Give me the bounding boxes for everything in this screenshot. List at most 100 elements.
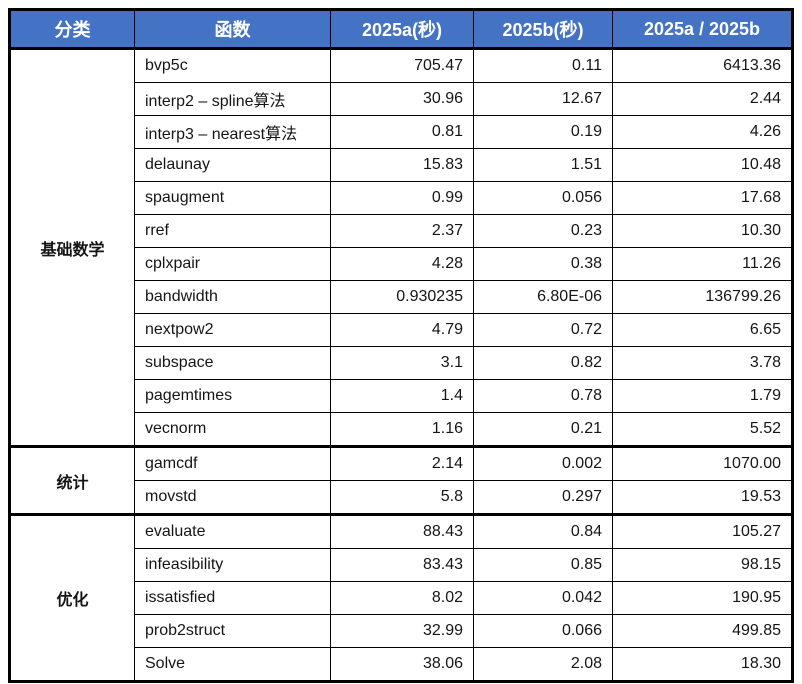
ratio-cell: 11.26 [612, 247, 793, 281]
function-cell: evaluate [134, 513, 331, 549]
ratio-cell: 5.52 [612, 412, 793, 447]
table-row: 基础数学 bvp5c 705.47 0.11 6413.36 [9, 48, 793, 447]
time-2025a-cell: 2.37 [330, 214, 474, 248]
function-cell: movstd [134, 480, 331, 515]
category-cell: 优化 [9, 513, 135, 682]
time-2025b-cell: 0.21 [473, 412, 613, 447]
table-row: interp3 – nearest算法 0.81 0.19 4.26 [10, 115, 793, 149]
time-2025a-cell: 38.06 [330, 647, 474, 682]
column-header-2025b: 2025b(秒) [473, 9, 613, 50]
performance-table-container: 分类 函数 2025a(秒) 2025b(秒) 2025a / 2025b 基础… [8, 8, 794, 683]
function-cell: rref [134, 214, 331, 248]
time-2025a-cell: 1.16 [330, 412, 474, 447]
function-cell: issatisfied [134, 581, 331, 615]
ratio-cell: 10.48 [612, 148, 793, 182]
table-row: bandwidth 0.930235 6.80E-06 136799.26 [10, 280, 793, 314]
column-header-2025a: 2025a(秒) [330, 9, 474, 50]
time-2025a-cell: 32.99 [330, 614, 474, 648]
table-row: 优化 evaluate 88.43 0.84 105.27 [9, 513, 793, 682]
function-cell: bvp5c [134, 48, 331, 83]
ratio-cell: 6.65 [612, 313, 793, 347]
ratio-cell: 4.26 [612, 115, 793, 149]
column-header-ratio: 2025a / 2025b [612, 9, 793, 50]
ratio-cell: 3.78 [612, 346, 793, 380]
time-2025a-cell: 3.1 [330, 346, 474, 380]
ratio-cell: 105.27 [612, 513, 793, 549]
time-2025a-cell: 2.14 [330, 445, 474, 481]
function-cell: gamcdf [134, 445, 331, 481]
table-row: infeasibility 83.43 0.85 98.15 [10, 548, 793, 582]
table-row: Solve 38.06 2.08 18.30 [10, 647, 793, 682]
table-body: 基础数学 bvp5c 705.47 0.11 6413.36 interp2 – spli… [9, 48, 793, 682]
performance-table: 分类 函数 2025a(秒) 2025b(秒) 2025a / 2025b 基础… [8, 8, 794, 683]
time-2025b-cell: 0.056 [473, 181, 613, 215]
time-2025b-cell: 0.82 [473, 346, 613, 380]
time-2025a-cell: 8.02 [330, 581, 474, 615]
time-2025b-cell: 0.066 [473, 614, 613, 648]
time-2025b-cell: 12.67 [473, 82, 613, 116]
function-cell: interp2 – spline算法 [134, 82, 331, 116]
table-row: delaunay 15.83 1.51 10.48 [10, 148, 793, 182]
time-2025a-cell: 15.83 [330, 148, 474, 182]
table-row: spaugment 0.99 0.056 17.68 [10, 181, 793, 215]
table-row: issatisfied 8.02 0.042 190.95 [10, 581, 793, 615]
time-2025b-cell: 2.08 [473, 647, 613, 682]
category-cell: 基础数学 [9, 48, 135, 447]
function-cell: cplxpair [134, 247, 331, 281]
time-2025b-cell: 0.19 [473, 115, 613, 149]
time-2025b-cell: 0.84 [473, 513, 613, 549]
table-row: rref 2.37 0.23 10.30 [10, 214, 793, 248]
time-2025a-cell: 705.47 [330, 48, 474, 83]
column-header-function: 函数 [134, 9, 331, 50]
table-row: prob2struct 32.99 0.066 499.85 [10, 614, 793, 648]
time-2025a-cell: 88.43 [330, 513, 474, 549]
time-2025a-cell: 30.96 [330, 82, 474, 116]
time-2025a-cell: 0.81 [330, 115, 474, 149]
ratio-cell: 6413.36 [612, 48, 793, 83]
time-2025a-cell: 4.79 [330, 313, 474, 347]
function-cell: infeasibility [134, 548, 331, 582]
ratio-cell: 2.44 [612, 82, 793, 116]
function-cell: prob2struct [134, 614, 331, 648]
time-2025b-cell: 0.85 [473, 548, 613, 582]
table-row: nextpow2 4.79 0.72 6.65 [10, 313, 793, 347]
header-row: 分类 函数 2025a(秒) 2025b(秒) 2025a / 2025b [9, 9, 793, 50]
table-row: vecnorm 1.16 0.21 5.52 [10, 412, 793, 447]
time-2025a-cell: 0.930235 [330, 280, 474, 314]
function-cell: pagemtimes [134, 379, 331, 413]
ratio-cell: 19.53 [612, 480, 793, 515]
function-cell: vecnorm [134, 412, 331, 447]
ratio-cell: 17.68 [612, 181, 793, 215]
time-2025a-cell: 0.99 [330, 181, 474, 215]
time-2025b-cell: 6.80E-06 [473, 280, 613, 314]
table-row: movstd 5.8 0.297 19.53 [10, 480, 793, 515]
function-cell: bandwidth [134, 280, 331, 314]
time-2025b-cell: 0.72 [473, 313, 613, 347]
time-2025a-cell: 1.4 [330, 379, 474, 413]
time-2025b-cell: 1.51 [473, 148, 613, 182]
time-2025b-cell: 0.38 [473, 247, 613, 281]
ratio-cell: 18.30 [612, 647, 793, 682]
ratio-cell: 10.30 [612, 214, 793, 248]
ratio-cell: 1.79 [612, 379, 793, 413]
category-cell: 统计 [9, 445, 135, 515]
function-cell: spaugment [134, 181, 331, 215]
ratio-cell: 499.85 [612, 614, 793, 648]
table-row: 统计 gamcdf 2.14 0.002 1070.00 [9, 445, 793, 515]
function-cell: subspace [134, 346, 331, 380]
time-2025b-cell: 0.23 [473, 214, 613, 248]
time-2025b-cell: 0.297 [473, 480, 613, 515]
function-cell: nextpow2 [134, 313, 331, 347]
ratio-cell: 190.95 [612, 581, 793, 615]
time-2025a-cell: 83.43 [330, 548, 474, 582]
time-2025b-cell: 0.042 [473, 581, 613, 615]
column-header-category: 分类 [9, 9, 135, 50]
function-cell: delaunay [134, 148, 331, 182]
ratio-cell: 1070.00 [612, 445, 793, 481]
function-cell: Solve [134, 647, 331, 682]
time-2025a-cell: 4.28 [330, 247, 474, 281]
time-2025b-cell: 0.78 [473, 379, 613, 413]
table-row: cplxpair 4.28 0.38 11.26 [10, 247, 793, 281]
time-2025a-cell: 5.8 [330, 480, 474, 515]
function-cell: interp3 – nearest算法 [134, 115, 331, 149]
